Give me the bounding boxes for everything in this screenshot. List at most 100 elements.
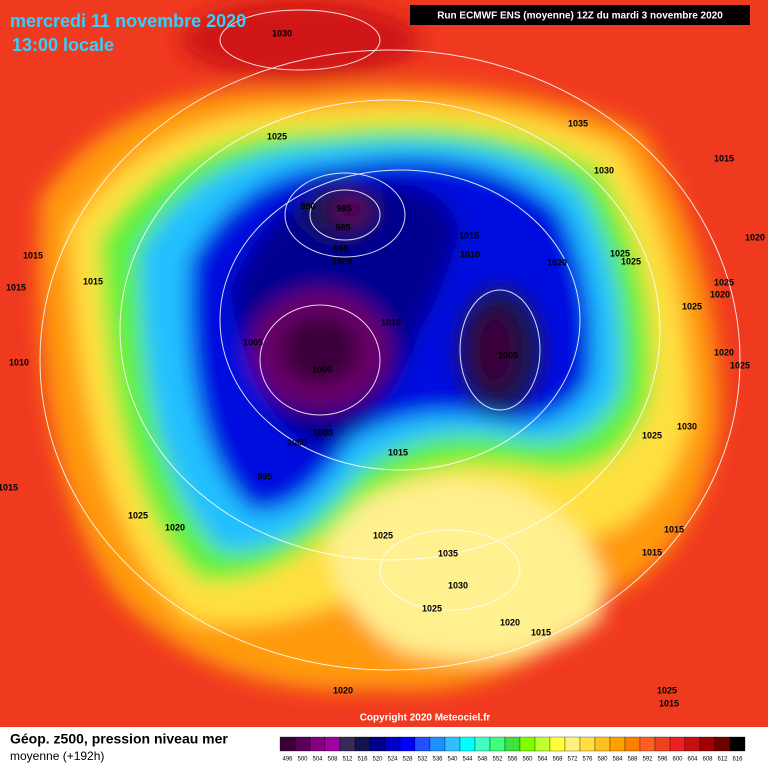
colorbar-label: 560: [522, 757, 533, 763]
colorbar-label: 532: [417, 757, 428, 763]
colorbar-label: 552: [492, 757, 503, 763]
run-info: Run ECMWF ENS (moyenne) 12Z du mardi 3 n…: [437, 11, 723, 22]
isobar-label: 1010: [381, 317, 401, 327]
isobar-label: 1015: [531, 627, 551, 637]
isobar-label: 1025: [621, 256, 641, 266]
colorbar-swatch: [579, 736, 596, 752]
colorbar-label: 564: [537, 757, 548, 763]
colorbar-swatch: [654, 736, 671, 752]
colorbar-swatch: [684, 736, 701, 752]
isobar-label: 1000: [332, 256, 352, 266]
colorbar-swatch: [384, 736, 401, 752]
colorbar-swatch: [474, 736, 491, 752]
isobar-label: 1030: [677, 421, 697, 431]
isobar-label: 1015: [23, 250, 43, 260]
colorbar-swatch: [639, 736, 656, 752]
colorbar-label: 592: [642, 757, 653, 763]
colorbar-swatch: [504, 736, 521, 752]
colorbar-swatch: [534, 736, 551, 752]
colorbar-label: 576: [582, 757, 593, 763]
isobar-label: 995: [333, 243, 348, 253]
legend-title: Géop. z500, pression niveau mer: [10, 731, 228, 747]
isobar-label: 1020: [165, 522, 185, 532]
colorbar-label: 508: [327, 757, 338, 763]
map-date: mercredi 11 novembre 2020: [10, 11, 246, 31]
colorbar-label: 548: [477, 757, 488, 763]
colorbar-label: 504: [312, 757, 323, 763]
colorbar-swatch: [294, 736, 311, 752]
colorbar-swatch: [594, 736, 611, 752]
isobar-label: 1010: [460, 249, 480, 259]
colorbar-label: 524: [387, 757, 398, 763]
isobar-label: 1000: [312, 364, 332, 374]
legend-subtitle: moyenne (+192h): [10, 749, 104, 763]
isobar-label: 1000: [287, 437, 307, 447]
colorbar-swatch: [564, 736, 581, 752]
isobar-label: 1015: [664, 524, 684, 534]
colorbar-label: 544: [462, 757, 473, 763]
colorbar-label: 568: [552, 757, 563, 763]
isobar-label: 1015: [0, 482, 18, 492]
isobar-label: 1015: [83, 276, 103, 286]
isobar-label: 985: [335, 222, 350, 232]
colorbar-label: 616: [732, 757, 743, 763]
colorbar-label: 500: [297, 757, 308, 763]
isobar-label: 1015: [642, 547, 662, 557]
isobar-label: 1025: [682, 301, 702, 311]
isobar-label: 1025: [657, 685, 677, 695]
colorbar-swatch: [714, 736, 731, 752]
colorbar-swatch: [459, 736, 476, 752]
isobar-label: 1015: [6, 282, 26, 292]
isobar-label: 995: [257, 471, 272, 481]
isobar-label: 1020: [547, 257, 567, 267]
colorbar-label: 520: [372, 757, 383, 763]
isobar-label: 985: [336, 203, 351, 213]
colorbar-label: 536: [432, 757, 443, 763]
isobar-label: 1015: [388, 447, 408, 457]
colorbar-swatch: [339, 736, 356, 752]
isobar-label: 1015: [659, 698, 679, 708]
colorbar-label: 512: [342, 757, 353, 763]
colorbar-label: 556: [507, 757, 518, 763]
colorbar-label: 528: [402, 757, 413, 763]
colorbar-swatch: [324, 736, 341, 752]
colorbar-label: 572: [567, 757, 578, 763]
colorbar-swatch: [609, 736, 626, 752]
isobar-label: 1020: [500, 617, 520, 627]
colorbar-label: 588: [627, 757, 638, 763]
colorbar-label: 540: [447, 757, 458, 763]
run-box: [410, 5, 750, 25]
isobar-label: 1020: [333, 685, 353, 695]
isobar-label: 1025: [642, 430, 662, 440]
isobar-label: 1030: [448, 580, 468, 590]
colorbar-swatch: [309, 736, 326, 752]
colorbar-swatch: [669, 736, 686, 752]
isobar-label: 1020: [714, 347, 734, 357]
copyright: Copyright 2020 Meteociel.fr: [360, 713, 491, 724]
isobar-label: 1025: [730, 360, 750, 370]
colorbar-label: 580: [597, 757, 608, 763]
colorbar-swatch: [279, 736, 296, 752]
isobar-label: 1025: [610, 248, 630, 258]
colorbar-label: 604: [687, 757, 698, 763]
isobar-label: 1030: [272, 28, 292, 38]
isobar-label: 1005: [498, 350, 518, 360]
isobar-label: 1030: [594, 165, 614, 175]
isobar-label: 990: [300, 201, 315, 211]
isobar-label: 1035: [438, 548, 458, 558]
isobar-label: 1015: [714, 153, 734, 163]
colorbar-swatch: [519, 736, 536, 752]
colorbar-label: 496: [282, 757, 293, 763]
colorbar-label: 600: [672, 757, 683, 763]
isobar-label: 1010: [9, 357, 29, 367]
colorbar-label: 612: [717, 757, 728, 763]
colorbar-swatch: [399, 736, 416, 752]
colorbar-label: 516: [357, 757, 368, 763]
isobar-label: 1015: [459, 230, 479, 240]
map-time: 13:00 locale: [12, 35, 114, 55]
isobar-label: 1020: [710, 289, 730, 299]
colorbar-swatch: [354, 736, 371, 752]
colorbar-swatch: [624, 736, 641, 752]
isobar-label: 1025: [267, 131, 287, 141]
